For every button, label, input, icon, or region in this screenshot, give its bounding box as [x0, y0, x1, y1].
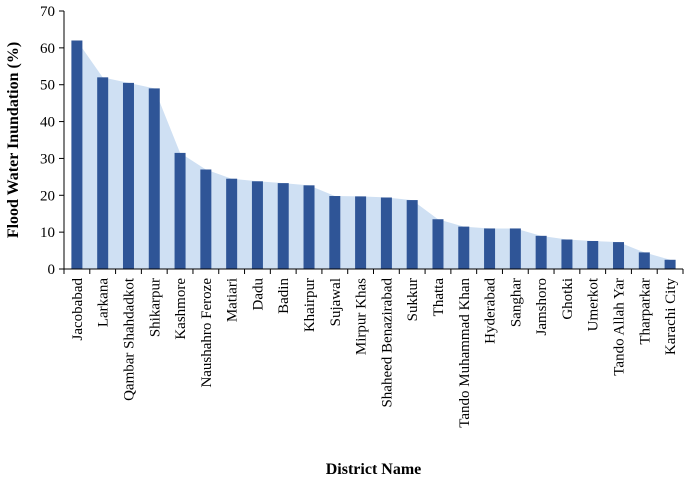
bars-layer — [71, 40, 676, 270]
y-tick-label: 20 — [40, 188, 55, 204]
x-tick-label: Qambar Shahdadkot — [121, 277, 137, 401]
x-axis-title: District Name — [326, 461, 422, 478]
x-tick-label: Tando Muhammad Khan — [457, 278, 473, 428]
x-tick-label: Sukkur — [405, 278, 421, 321]
area-fill — [76, 40, 671, 269]
bar — [174, 152, 186, 269]
y-tick-label: 30 — [40, 151, 55, 167]
bar — [122, 82, 134, 270]
x-tick-label: Sujawal — [328, 278, 344, 326]
x-tick-label: Badin — [276, 278, 292, 314]
bar — [251, 181, 263, 269]
x-tick-label: Kashmore — [173, 278, 189, 340]
bar — [71, 40, 83, 269]
bar — [535, 235, 547, 269]
bar — [355, 196, 367, 269]
x-tick-label: Thatta — [431, 278, 447, 317]
x-tick-label: Hyderabad — [483, 278, 499, 344]
bar — [200, 169, 212, 269]
x-tick-label: Naushahro Feroze — [199, 278, 215, 388]
x-tick-label: Matiari — [225, 278, 241, 322]
bar — [329, 196, 341, 269]
y-tick-label: 0 — [48, 262, 56, 278]
bar — [226, 178, 238, 269]
x-tick-label: Umerkot — [586, 277, 602, 331]
x-tick-label: Dadu — [250, 278, 266, 311]
y-tick-label: 70 — [40, 4, 55, 20]
bar — [638, 252, 650, 269]
x-tick-label: Tando Allah Yar — [612, 278, 628, 376]
x-tick-label: Sanghar — [508, 278, 524, 327]
bar — [664, 259, 676, 269]
bar — [380, 197, 392, 269]
x-tick-label: Ghotki — [560, 278, 576, 320]
x-tick-label: Khairpur — [302, 278, 318, 332]
bar — [303, 185, 315, 269]
bar — [432, 219, 444, 269]
y-tick-label: 60 — [40, 41, 55, 57]
x-tick-label: Tharparkar — [637, 278, 653, 345]
x-tick-label: Karachi City — [663, 278, 679, 356]
bar — [484, 228, 496, 269]
x-tick-label: Jacobabad — [70, 278, 86, 341]
y-tick-label: 10 — [40, 225, 55, 241]
x-tick-label: Larkana — [96, 278, 112, 327]
area-layer — [76, 40, 671, 269]
bar — [458, 226, 470, 269]
x-axis: Jacobabad Larkana Qambar Shahdadkot Shikarp… — [63, 268, 684, 428]
y-tick-label: 40 — [40, 115, 55, 131]
bar — [148, 88, 160, 270]
bar — [561, 239, 573, 269]
bar — [277, 183, 289, 269]
bar — [509, 228, 521, 269]
bar — [406, 200, 418, 269]
x-tick-label: Shaheed Benazirabad — [379, 278, 395, 408]
bar — [587, 240, 599, 269]
x-tick-label: Jamshoro — [534, 278, 550, 336]
x-tick-label: Mirpur Khas — [354, 278, 370, 355]
y-axis: 0 10 20 30 40 50 60 70 — [40, 4, 65, 278]
y-tick-label: 50 — [40, 78, 55, 94]
y-axis-title: Flood Water Inundation (%) — [5, 42, 22, 238]
x-tick-label: Shikarpur — [147, 278, 163, 337]
bar — [613, 242, 625, 269]
bar — [97, 77, 109, 269]
